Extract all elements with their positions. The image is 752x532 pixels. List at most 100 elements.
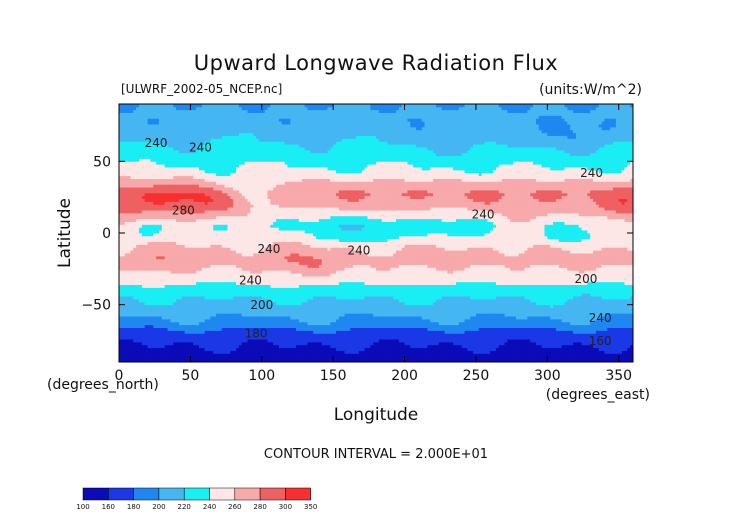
field-cell bbox=[353, 307, 357, 311]
field-cell bbox=[153, 284, 157, 288]
field-cell bbox=[150, 304, 154, 308]
field-cell bbox=[544, 350, 548, 354]
field-cell bbox=[610, 336, 614, 340]
field-cell bbox=[484, 344, 488, 349]
field-cell bbox=[390, 293, 394, 297]
field-cell bbox=[176, 330, 180, 334]
field-cell bbox=[201, 344, 206, 349]
field-cell bbox=[504, 301, 508, 306]
field-cell bbox=[401, 336, 405, 340]
field-cell bbox=[598, 339, 602, 343]
field-cell bbox=[547, 330, 551, 334]
field-cell bbox=[347, 327, 351, 331]
field-cell bbox=[424, 316, 428, 320]
field-cell bbox=[481, 353, 485, 357]
field-cell bbox=[353, 301, 357, 306]
field-cell bbox=[136, 344, 140, 349]
field-cell bbox=[498, 353, 503, 357]
field-cell bbox=[618, 296, 622, 300]
field-cell bbox=[216, 347, 220, 351]
field-cell bbox=[238, 313, 243, 317]
field-cell bbox=[324, 301, 328, 306]
field-cell bbox=[310, 341, 314, 346]
field-cell bbox=[561, 287, 565, 291]
field-cell bbox=[158, 327, 163, 331]
field-cell bbox=[610, 353, 614, 357]
field-cell bbox=[527, 347, 531, 351]
field-cell bbox=[547, 301, 551, 306]
field-cell bbox=[321, 287, 325, 291]
field-cell bbox=[133, 344, 137, 349]
field-cell bbox=[253, 350, 257, 354]
field-cell bbox=[533, 304, 537, 308]
field-cell bbox=[378, 359, 383, 362]
field-cell bbox=[561, 344, 565, 349]
field-cell bbox=[447, 301, 451, 306]
field-cell bbox=[601, 316, 605, 320]
field-cell bbox=[581, 327, 585, 331]
field-cell bbox=[298, 281, 303, 285]
field-cell bbox=[187, 330, 191, 334]
field-cell bbox=[613, 284, 617, 288]
field-cell bbox=[224, 350, 228, 354]
field-cell bbox=[421, 287, 425, 291]
field-cell bbox=[607, 316, 611, 320]
field-cell bbox=[404, 287, 408, 291]
field-cell bbox=[364, 327, 368, 331]
field-cell bbox=[507, 313, 511, 317]
field-cell bbox=[338, 287, 343, 291]
field-cell bbox=[347, 353, 351, 357]
field-cell bbox=[218, 298, 223, 303]
field-cell bbox=[201, 304, 206, 308]
field-cell bbox=[430, 301, 434, 306]
field-cell bbox=[244, 301, 248, 306]
field-cell bbox=[196, 304, 200, 308]
field-cell bbox=[267, 301, 271, 306]
field-cell bbox=[438, 301, 443, 306]
field-cell bbox=[364, 324, 368, 328]
field-cell bbox=[293, 301, 297, 306]
field-cell bbox=[193, 304, 197, 308]
field-cell bbox=[190, 310, 194, 314]
field-cell bbox=[410, 330, 414, 334]
field-cell bbox=[404, 316, 408, 320]
field-cell bbox=[193, 316, 197, 320]
field-cell bbox=[119, 347, 123, 351]
field-cell bbox=[130, 324, 134, 328]
field-cell bbox=[150, 293, 154, 297]
field-cell bbox=[398, 333, 403, 337]
field-cell bbox=[587, 293, 591, 297]
field-cell bbox=[415, 287, 420, 291]
field-cell bbox=[370, 350, 374, 354]
field-cell bbox=[204, 304, 208, 308]
field-cell bbox=[141, 287, 146, 291]
field-cell bbox=[387, 290, 391, 294]
field-cell bbox=[301, 313, 306, 317]
field-cell bbox=[258, 307, 263, 311]
field-cell bbox=[507, 304, 511, 308]
field-cell bbox=[501, 284, 505, 288]
field-cell bbox=[490, 324, 494, 328]
field-cell bbox=[533, 344, 537, 349]
field-cell bbox=[407, 284, 411, 288]
field-cell bbox=[130, 336, 134, 340]
field-cell bbox=[147, 301, 151, 306]
field-cell bbox=[336, 341, 340, 346]
field-cell bbox=[538, 313, 543, 317]
field-cell bbox=[615, 301, 620, 306]
field-cell bbox=[373, 324, 377, 328]
field-cell bbox=[435, 296, 440, 300]
field-cell bbox=[430, 307, 434, 311]
field-cell bbox=[307, 310, 311, 314]
field-cell bbox=[387, 356, 391, 360]
field-cell bbox=[541, 341, 545, 346]
field-cell bbox=[613, 310, 617, 314]
field-cell bbox=[490, 327, 494, 331]
field-cell bbox=[521, 307, 525, 311]
field-cell bbox=[627, 353, 631, 357]
field-cell bbox=[253, 359, 257, 362]
field-cell bbox=[347, 339, 351, 343]
field-cell bbox=[475, 350, 480, 354]
field-cell bbox=[173, 296, 177, 300]
field-cell bbox=[298, 344, 303, 349]
